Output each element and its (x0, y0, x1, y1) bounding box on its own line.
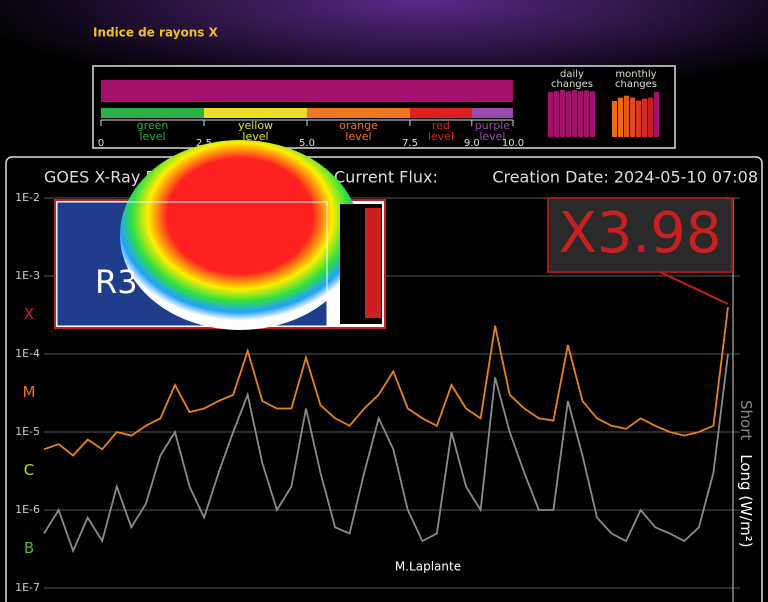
change-bar (612, 101, 617, 137)
level-label: purple level (475, 119, 511, 143)
inset-map: R3 (54, 140, 386, 330)
level-strip (101, 108, 513, 118)
pointer (659, 271, 729, 305)
absorption-bars (365, 208, 381, 318)
level-label: green level (137, 119, 169, 143)
index-value-bar (101, 80, 513, 102)
change-bar (572, 89, 577, 137)
y-tick-label: 1E-2 (15, 191, 40, 204)
change-bar (636, 100, 641, 137)
flare-class: M (23, 383, 36, 401)
change-bar (560, 89, 565, 137)
absorption-area (120, 140, 360, 330)
index-tick-label: 5.0 (299, 138, 315, 149)
y-tick-label: 1E-7 (15, 581, 40, 594)
change-bar (566, 91, 571, 137)
index-tick-label: 7.5 (402, 138, 418, 149)
legend-entry: Long (W/m²) (738, 454, 756, 547)
flux-line (43, 307, 729, 457)
change-bar (648, 97, 653, 137)
change-bar (642, 98, 647, 137)
plot: 1E-2 1E-3 1E-4 1E-5 1E-6 1E-7 X M C B Short Long (W… (15, 191, 756, 602)
index-tick-label: 9.0 (464, 138, 480, 149)
change-bar (584, 90, 589, 137)
index-tick-label: 2.5 (196, 138, 212, 149)
level-label: red level (428, 119, 454, 143)
mini-title: monthly changes (615, 69, 657, 90)
flare-class: C (24, 461, 34, 479)
current-flux-box (547, 197, 733, 273)
creation-date: Creation Date: 2024-05-10 07:08 (492, 168, 758, 187)
y-tick-label: 1E-4 (15, 347, 40, 360)
change-bar (630, 97, 635, 137)
level-label: orange level (339, 119, 378, 143)
mini-title: daily changes (551, 69, 593, 90)
change-bar (554, 90, 559, 137)
page-title: Indice de rayons X (93, 26, 219, 40)
index-tick-label: 10.0 (502, 138, 524, 149)
flare-class: X (24, 305, 34, 323)
change-bar (618, 97, 623, 137)
y-tick-label: 1E-3 (15, 269, 40, 282)
map-border (56, 201, 328, 327)
legend: Short Long (W/m²) (738, 400, 756, 548)
level-label: yellow level (238, 119, 273, 143)
change-bar (624, 95, 629, 137)
radio-blackout: R3 (95, 263, 138, 301)
flux-line (43, 353, 729, 554)
change-bar (548, 91, 553, 137)
change-bar (578, 90, 583, 137)
current-flux-label: Current Flux: (334, 168, 438, 187)
current-flux: X3.98 (558, 201, 721, 266)
credit: M.Laplante (395, 560, 461, 574)
legend-entry: Short (738, 400, 756, 440)
y-tick-label: 1E-6 (15, 503, 40, 516)
y-tick-label: 1E-5 (15, 425, 40, 438)
change-bar (590, 91, 595, 137)
index-tick-label: 0 (98, 138, 104, 149)
change-bar (654, 91, 659, 137)
flare-class: B (24, 539, 34, 557)
